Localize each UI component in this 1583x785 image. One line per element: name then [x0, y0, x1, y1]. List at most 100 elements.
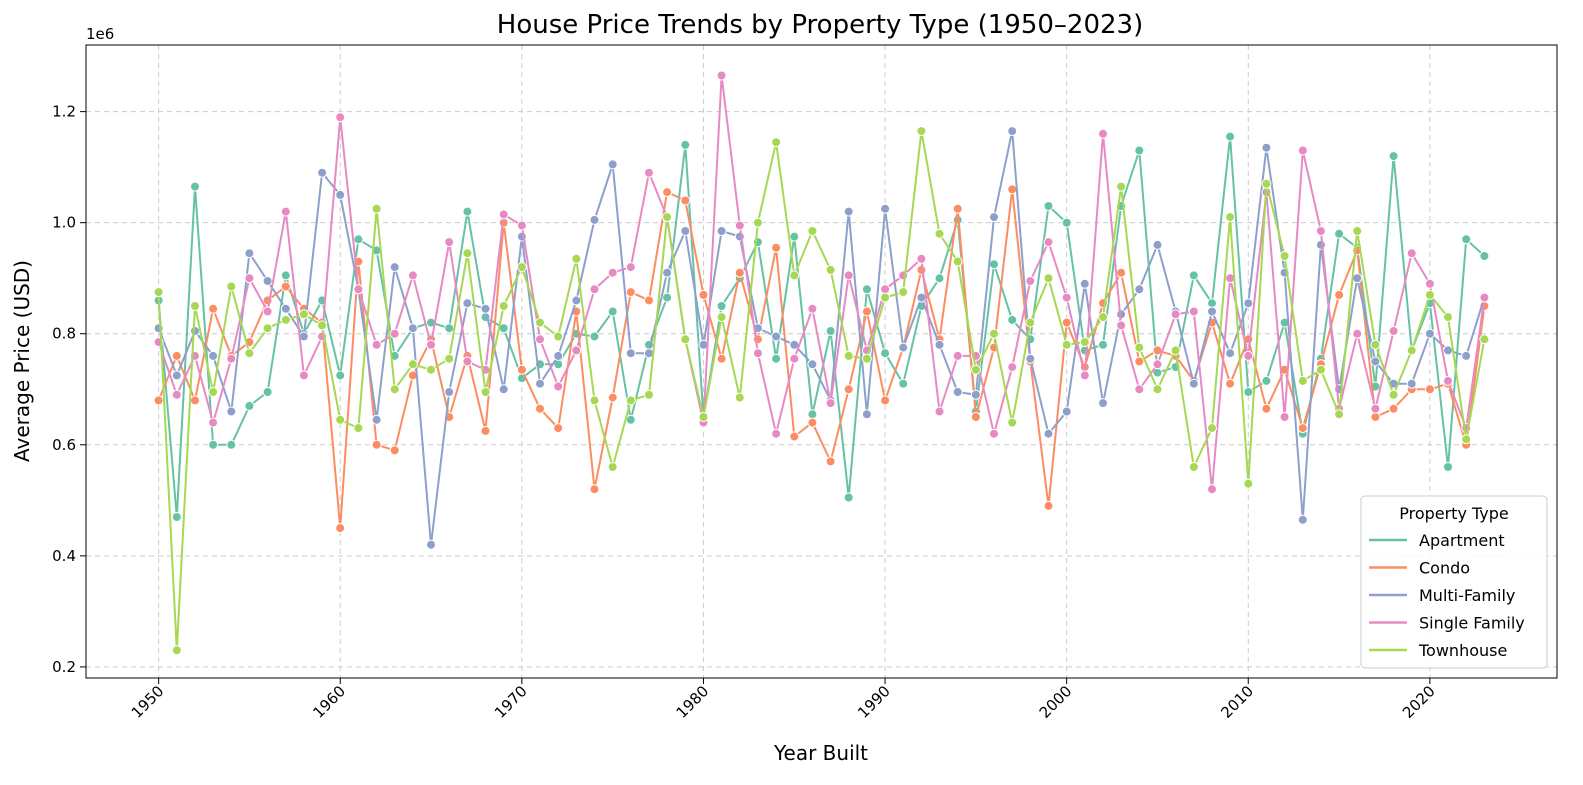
data-point-multi-family [1461, 350, 1472, 361]
data-point-condo [698, 289, 709, 300]
data-point-condo [825, 456, 836, 467]
y-tick-label: 0.8 [52, 325, 76, 343]
data-point-single-family [625, 262, 636, 273]
data-point-townhouse [1079, 337, 1090, 348]
data-point-multi-family [1225, 348, 1236, 359]
data-point-townhouse [498, 301, 509, 311]
data-point-apartment [208, 439, 219, 450]
data-point-condo [952, 203, 963, 214]
data-point-apartment [280, 270, 291, 281]
data-point-multi-family [389, 262, 400, 273]
data-point-apartment [353, 234, 364, 245]
data-point-condo [789, 431, 800, 442]
data-point-townhouse [1116, 181, 1127, 192]
data-point-multi-family [1352, 273, 1363, 284]
data-point-apartment [462, 206, 473, 217]
data-point-condo [1225, 378, 1236, 389]
data-point-single-family [1188, 306, 1199, 317]
data-point-townhouse [462, 248, 473, 259]
data-point-single-family [1043, 237, 1054, 248]
data-point-townhouse [843, 350, 854, 361]
y-scale-label: 1e6 [86, 25, 114, 43]
data-point-multi-family [1207, 306, 1217, 317]
data-point-apartment [589, 331, 600, 342]
data-point-single-family [335, 112, 346, 123]
data-point-condo [807, 417, 818, 428]
data-point-multi-family [1061, 406, 1072, 417]
data-point-townhouse [1243, 478, 1254, 489]
data-point-single-family [553, 381, 564, 392]
data-point-multi-family [498, 384, 509, 395]
legend: Property Type Apartment Condo Multi-Family… [1360, 495, 1548, 669]
data-point-townhouse [1152, 384, 1163, 395]
data-point-condo [280, 281, 291, 292]
data-point-apartment [1388, 151, 1399, 162]
legend-label-condo: Condo [1419, 559, 1470, 578]
data-point-single-family [1007, 362, 1018, 373]
data-point-multi-family [989, 212, 999, 223]
data-point-condo [607, 392, 618, 403]
series-layer [153, 70, 1490, 656]
data-point-apartment [1479, 251, 1490, 261]
series-apartment [153, 131, 1490, 522]
data-point-townhouse [1388, 389, 1399, 400]
data-point-apartment [1207, 298, 1217, 309]
legend-frame [1360, 495, 1548, 669]
data-point-multi-family [952, 387, 963, 397]
data-point-condo [970, 412, 981, 422]
data-point-townhouse [625, 395, 636, 406]
data-point-multi-family [607, 159, 618, 170]
legend-label-multi-family: Multi-Family [1419, 586, 1515, 605]
data-point-condo [516, 364, 527, 375]
data-point-townhouse [607, 462, 618, 472]
data-point-townhouse [716, 312, 727, 323]
data-point-apartment [898, 378, 909, 389]
data-point-apartment [880, 348, 891, 359]
data-point-condo [171, 350, 182, 361]
data-point-multi-family [589, 214, 600, 225]
data-point-apartment [789, 231, 800, 242]
data-point-apartment [226, 439, 237, 450]
data-point-single-family [371, 339, 382, 350]
data-point-townhouse [1461, 434, 1472, 445]
data-point-multi-family [1152, 239, 1163, 250]
data-point-single-family [171, 389, 182, 400]
data-point-single-family [771, 428, 782, 439]
data-point-condo [480, 425, 491, 436]
data-point-townhouse [916, 126, 927, 137]
data-point-multi-family [807, 359, 818, 370]
data-point-apartment [825, 326, 836, 336]
data-point-condo [335, 523, 346, 534]
data-point-townhouse [571, 253, 582, 264]
series-line-townhouse [157, 130, 1486, 652]
data-point-single-family [444, 237, 455, 248]
data-point-apartment [1188, 270, 1199, 281]
data-point-single-family [934, 406, 945, 417]
data-point-single-family [1406, 248, 1417, 259]
data-point-single-family [516, 220, 527, 231]
data-point-multi-family [716, 226, 727, 236]
data-point-condo [153, 395, 164, 406]
data-point-townhouse [1279, 251, 1290, 261]
data-point-apartment [861, 284, 872, 295]
data-point-apartment [771, 353, 782, 364]
data-point-single-family [807, 303, 818, 314]
data-point-townhouse [880, 292, 891, 303]
data-point-apartment [1098, 339, 1108, 350]
data-point-single-family [1116, 320, 1127, 331]
data-point-multi-family [625, 348, 636, 359]
data-point-condo [861, 306, 872, 317]
data-point-condo [1061, 317, 1072, 328]
data-point-multi-family [1007, 126, 1018, 137]
data-point-condo [208, 303, 219, 314]
data-point-single-family [716, 70, 727, 81]
data-point-multi-family [1297, 514, 1308, 525]
data-point-townhouse [190, 301, 200, 311]
data-point-apartment [934, 273, 945, 284]
data-point-single-family [389, 328, 400, 339]
data-point-townhouse [407, 359, 418, 370]
data-point-single-family [1352, 328, 1363, 339]
y-tick-label: 0.2 [52, 658, 76, 676]
data-point-single-family [789, 353, 800, 364]
data-point-multi-family [444, 387, 455, 397]
